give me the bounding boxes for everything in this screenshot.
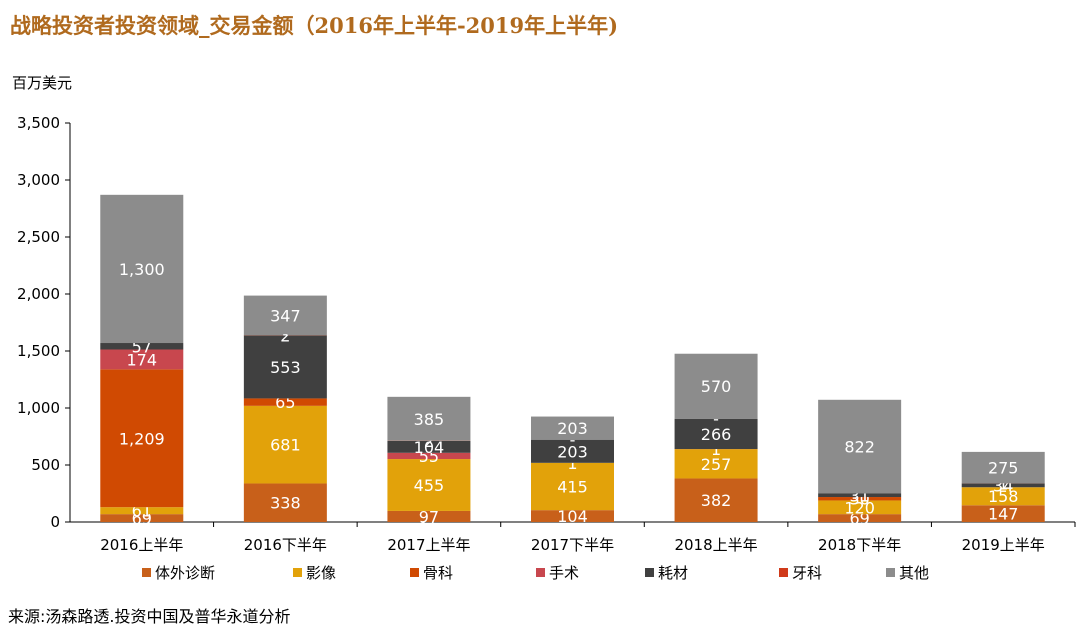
data-label: 415 — [557, 477, 588, 496]
bar-segment — [531, 462, 614, 511]
data-label: 1,300 — [119, 260, 165, 279]
x-tick-label: 2018上半年 — [674, 536, 757, 554]
x-tick-label: 2016下半年 — [244, 536, 327, 554]
data-label: 2 — [424, 432, 434, 451]
data-label: 681 — [270, 436, 301, 455]
data-label: 382 — [701, 491, 732, 510]
data-label: 203 — [557, 419, 588, 438]
bar-segment — [674, 353, 758, 419]
bar-segment — [387, 459, 471, 511]
legend-swatch — [293, 568, 302, 577]
data-label: 338 — [270, 494, 301, 513]
y-tick-label: 3,500 — [17, 114, 60, 132]
data-label: 455 — [414, 476, 445, 495]
bar-segment — [961, 487, 1045, 506]
data-label: 2 — [280, 326, 290, 345]
bar-segment — [100, 343, 184, 350]
source-note: 来源:汤森路透.投资中国及普华永道分析 — [8, 607, 291, 626]
data-label: 1 — [711, 440, 721, 459]
data-label: 147 — [988, 505, 1019, 524]
legend-swatch — [536, 568, 545, 577]
bar-segment — [531, 439, 614, 463]
bar-segment — [674, 449, 758, 479]
bar-segment — [243, 405, 327, 484]
legend-swatch — [779, 568, 788, 577]
bar-segment — [243, 483, 327, 522]
y-axis-unit: 百万美元 — [12, 74, 73, 92]
data-label: 1 — [567, 454, 577, 473]
data-label: 158 — [988, 487, 1019, 506]
bar-segment — [818, 500, 902, 515]
data-label: 385 — [414, 410, 445, 429]
x-tick-label: 2016上半年 — [100, 536, 183, 554]
data-label: - — [282, 324, 288, 343]
bar-segment — [387, 510, 471, 522]
bar-segment — [818, 514, 902, 522]
legend-swatch — [886, 568, 895, 577]
bar-segment — [818, 493, 902, 498]
y-tick-label: 2,000 — [17, 285, 60, 303]
x-tick-label: 2019上半年 — [962, 536, 1045, 554]
bar-segment — [387, 440, 471, 453]
data-label: 203 — [557, 442, 588, 461]
bar-segment — [387, 452, 471, 460]
data-label: 570 — [701, 377, 732, 396]
legend-label: 其他 — [899, 564, 929, 582]
legend-swatch — [142, 568, 151, 577]
data-label: 822 — [844, 438, 875, 457]
x-tick-label: 2017下半年 — [531, 536, 614, 554]
bar-segment — [674, 418, 758, 450]
bar-segment — [961, 451, 1045, 484]
data-label: 120 — [844, 498, 875, 517]
data-label: 347 — [270, 306, 301, 325]
y-tick-label: 1,500 — [17, 342, 60, 360]
bar-segment — [818, 497, 902, 501]
legend-label: 影像 — [306, 564, 336, 582]
bar-segment — [531, 510, 614, 522]
chart-title: 战略投资者投资领域_交易金额（2016年上半年-2019年上半年) — [10, 13, 619, 38]
legend-label: 耗材 — [658, 564, 688, 582]
x-tick-label: 2018下半年 — [818, 536, 901, 554]
data-label: 104 — [414, 438, 445, 457]
data-label: 97 — [419, 507, 439, 526]
y-tick-label: 500 — [31, 456, 60, 474]
legend-label: 骨科 — [423, 564, 453, 582]
bar-segment — [100, 194, 184, 344]
data-label: 1,209 — [119, 429, 165, 448]
bar-segment — [387, 396, 471, 441]
bar-segment — [674, 478, 758, 522]
legend-swatch — [410, 568, 419, 577]
bar-segment — [100, 507, 184, 515]
bar-segment — [531, 416, 614, 440]
bar-segment — [818, 399, 902, 494]
bar-segment — [961, 505, 1045, 522]
data-label: 553 — [270, 358, 301, 377]
data-label: 174 — [127, 350, 158, 369]
bar-segment — [243, 295, 327, 336]
data-label: 266 — [701, 425, 732, 444]
bar-segment — [961, 483, 1045, 488]
y-tick-label: 1,000 — [17, 399, 60, 417]
data-label: 275 — [988, 459, 1019, 478]
bar-segment — [100, 514, 184, 522]
x-tick-label: 2017上半年 — [387, 536, 470, 554]
legend-label: 手术 — [549, 564, 579, 582]
data-label: 1 — [998, 474, 1008, 493]
data-label: - — [570, 431, 576, 450]
bar-segment — [243, 335, 327, 399]
data-label: 257 — [701, 455, 732, 474]
bar-segment — [243, 398, 327, 406]
bar-segment — [100, 349, 184, 370]
bar-segment — [100, 369, 184, 508]
legend-swatch — [645, 568, 654, 577]
legend-label: 牙科 — [792, 564, 822, 582]
y-tick-label: 2,500 — [17, 228, 60, 246]
y-tick-label: 0 — [50, 513, 60, 531]
stacked-bar-chart: 0 500 1,000 1,500 2,000 2,500 3,000 3,500 2016上半… — [17, 114, 1076, 582]
data-label: - — [713, 410, 719, 429]
y-tick-label: 3,000 — [17, 171, 60, 189]
data-label: 104 — [557, 507, 588, 526]
legend-label: 体外诊断 — [155, 564, 215, 582]
